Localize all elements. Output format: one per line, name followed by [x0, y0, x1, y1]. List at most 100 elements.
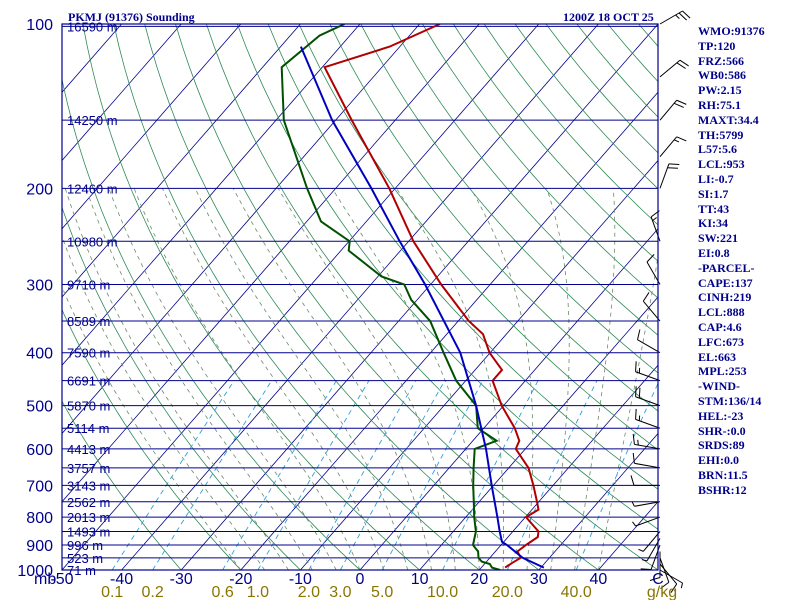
temperature-tick-label: 30: [530, 571, 548, 588]
wind-barb: [650, 210, 661, 242]
moist-adiabat-line: [232, 188, 432, 570]
wind-barb: [659, 569, 684, 589]
mixing-ratio-label: 3.0: [329, 584, 351, 600]
dewpoint-profile: [280, 24, 501, 570]
stat-item: SRDS:89: [698, 438, 745, 453]
stat-item: KI:34: [698, 216, 728, 231]
dry-adiabat-line: [113, 24, 480, 570]
isotherm-line: [0, 24, 2, 570]
wind-barb: [640, 544, 661, 570]
stat-item: LCL:888: [698, 305, 745, 320]
stat-item: SW:221: [698, 231, 739, 246]
isotherm-line: [62, 24, 540, 570]
mixing-ratio-label: 40.0: [561, 584, 592, 600]
wind-barb: [642, 292, 661, 322]
wind-barb-half-flag: [680, 582, 684, 589]
mixing-ratio-line: [506, 380, 598, 570]
wind-barb-half-flag: [675, 14, 680, 19]
wind-barb: [659, 136, 687, 158]
mixing-ratio-label: 0.6: [212, 584, 234, 600]
x-axis-unit: C: [652, 571, 664, 588]
wind-barb-shaft: [659, 163, 670, 189]
wind-barb: [659, 99, 687, 121]
moist-adiabat-line: [546, 188, 570, 570]
moist-adiabat-line: [64, 188, 289, 570]
wind-barb-flag: [632, 433, 635, 445]
wind-barb: [630, 475, 660, 486]
wind-barb-shaft: [635, 371, 661, 382]
wind-barb-flag: [670, 583, 678, 593]
height-label: 1493 m: [67, 524, 110, 539]
height-label: 16590 m: [67, 19, 118, 34]
isotherm-line: [538, 432, 658, 570]
stat-item: EHI:0.0: [698, 453, 740, 468]
height-label: 14250 m: [67, 113, 118, 128]
wind-barb-half-flag: [638, 548, 644, 552]
mixing-ratio-label: 10.0: [427, 584, 458, 600]
wind-barb-flag: [635, 361, 637, 372]
pressure-tick-label: 100: [26, 17, 53, 34]
temperature-tick-label: 0: [356, 571, 365, 588]
temperature-tick-label: -50: [50, 571, 73, 588]
temperature-profile: [323, 24, 540, 569]
stat-item: -WIND-: [698, 379, 740, 394]
temperature-tick-label: 10: [411, 571, 429, 588]
wind-barb-flag: [636, 329, 641, 340]
pressure-tick-label: 800: [26, 510, 53, 527]
stat-item: WMO:91376: [698, 24, 765, 38]
mixing-ratio-label: 20.0: [492, 584, 523, 600]
temperature-tick-label: -30: [170, 571, 193, 588]
isotherm-line: [419, 296, 658, 570]
pressure-tick-label: 500: [26, 399, 53, 416]
wind-barb: [649, 551, 661, 581]
wind-barb-flag: [646, 254, 655, 263]
sounding-profiles: [280, 24, 545, 570]
isotherm-line: [240, 91, 658, 570]
wind-barb-shaft: [642, 531, 661, 552]
wind-barb-shaft: [659, 99, 678, 121]
mixing-ratio-label: 5.0: [371, 584, 393, 600]
isotherm-line: [62, 24, 420, 435]
stat-item: MPL:253: [698, 364, 747, 379]
wind-barb-shaft: [659, 563, 678, 585]
mixing-ratio-unit: g/kg: [647, 584, 677, 600]
stat-item: -PARCEL-: [698, 260, 755, 275]
mixing-ratio-label: 0.1: [101, 584, 123, 600]
mixing-ratio-line: [381, 380, 484, 570]
stat-item: WB0:586: [698, 68, 746, 83]
mixing-ratio-label: 2.0: [298, 584, 320, 600]
height-label: 3143 m: [67, 478, 110, 493]
stat-item: EL:663: [698, 349, 737, 364]
stat-item: LCL:953: [698, 157, 745, 172]
moist-adiabat-line: [62, 235, 265, 570]
wind-barb-half-flag: [652, 217, 657, 222]
stat-item: LFC:673: [698, 334, 744, 349]
stat-item: TP:120: [698, 38, 736, 53]
height-label: 523 m: [67, 551, 103, 566]
mixing-ratio-line: [222, 380, 337, 570]
stat-item: EI:0.8: [698, 245, 730, 260]
wind-barb: [636, 329, 661, 354]
wind-barb-half-flag: [673, 139, 680, 143]
height-label: 2013 m: [67, 510, 110, 525]
stat-item: PW:2.15: [698, 83, 742, 98]
wind-barb-flag: [673, 102, 684, 108]
stat-item: FRZ:566: [698, 53, 744, 68]
temperature-tick-label: -40: [110, 571, 133, 588]
mixing-ratio-label: 0.2: [142, 584, 164, 600]
stat-item: HEL:-23: [698, 408, 744, 423]
isotherm-line: [62, 24, 242, 230]
moist-adiabat-line: [108, 188, 337, 570]
wind-barb-shaft: [635, 418, 661, 429]
isotherm-line: [62, 24, 182, 162]
stat-item: BSHR:12: [698, 482, 747, 497]
pressure-tick-label: 200: [26, 181, 53, 198]
wind-barb-flag: [635, 386, 637, 397]
wind-barb-shaft: [637, 339, 661, 354]
moist-adiabat-line: [62, 286, 242, 570]
wind-barb-flag: [635, 408, 637, 420]
wind-barb: [632, 452, 661, 469]
wind-barb-half-flag: [637, 439, 639, 446]
height-label: 7590 m: [67, 346, 110, 361]
